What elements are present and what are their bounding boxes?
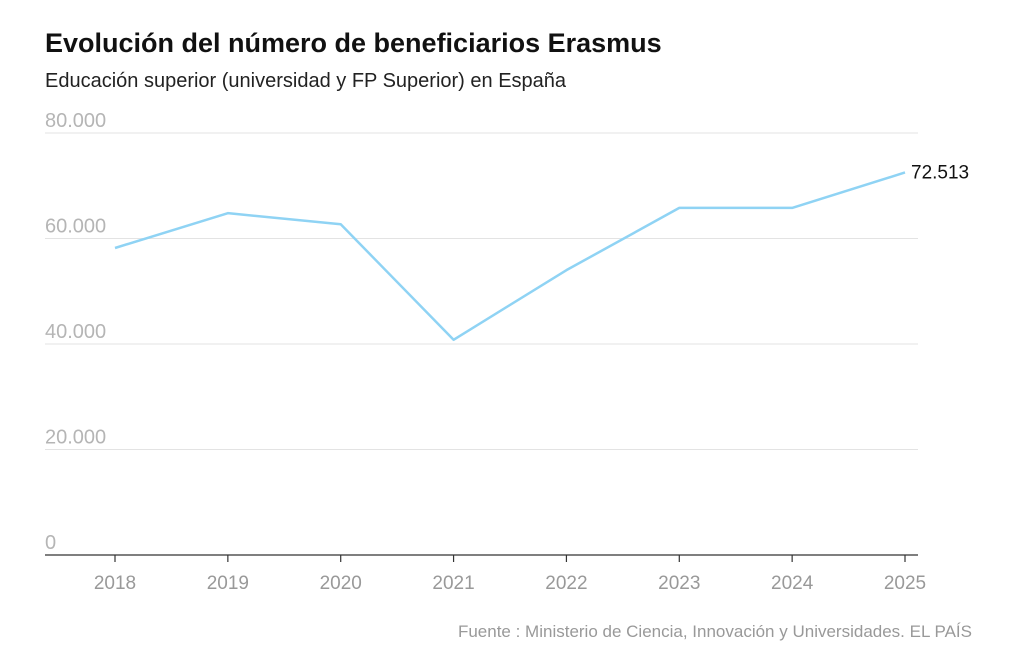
x-tick-label: 2025	[884, 573, 926, 594]
x-tick-label: 2021	[432, 573, 474, 594]
x-tick-label: 2022	[545, 573, 587, 594]
source: Fuente : Ministerio de Ciencia, Innovaci…	[458, 622, 972, 641]
chart-subtitle: Educación superior (universidad y FP Sup…	[45, 70, 567, 92]
x-tick-label: 2018	[94, 573, 136, 594]
y-tick-label: 40.000	[45, 321, 106, 343]
x-tick-label: 2023	[658, 573, 700, 594]
y-tick-label: 80.000	[45, 110, 106, 132]
y-tick-label: 20.000	[45, 427, 106, 449]
value-label: 72.513	[911, 162, 969, 183]
x-tick-label: 2019	[207, 573, 249, 594]
chart-title: Evolución del número de beneficiarios Er…	[45, 28, 662, 58]
data-line	[114, 171, 906, 342]
x-tick-label: 2024	[771, 573, 814, 594]
x-tick-label: 2020	[320, 573, 362, 594]
y-tick-label: 60.000	[45, 216, 106, 238]
y-tick-label: 0	[45, 532, 56, 554]
